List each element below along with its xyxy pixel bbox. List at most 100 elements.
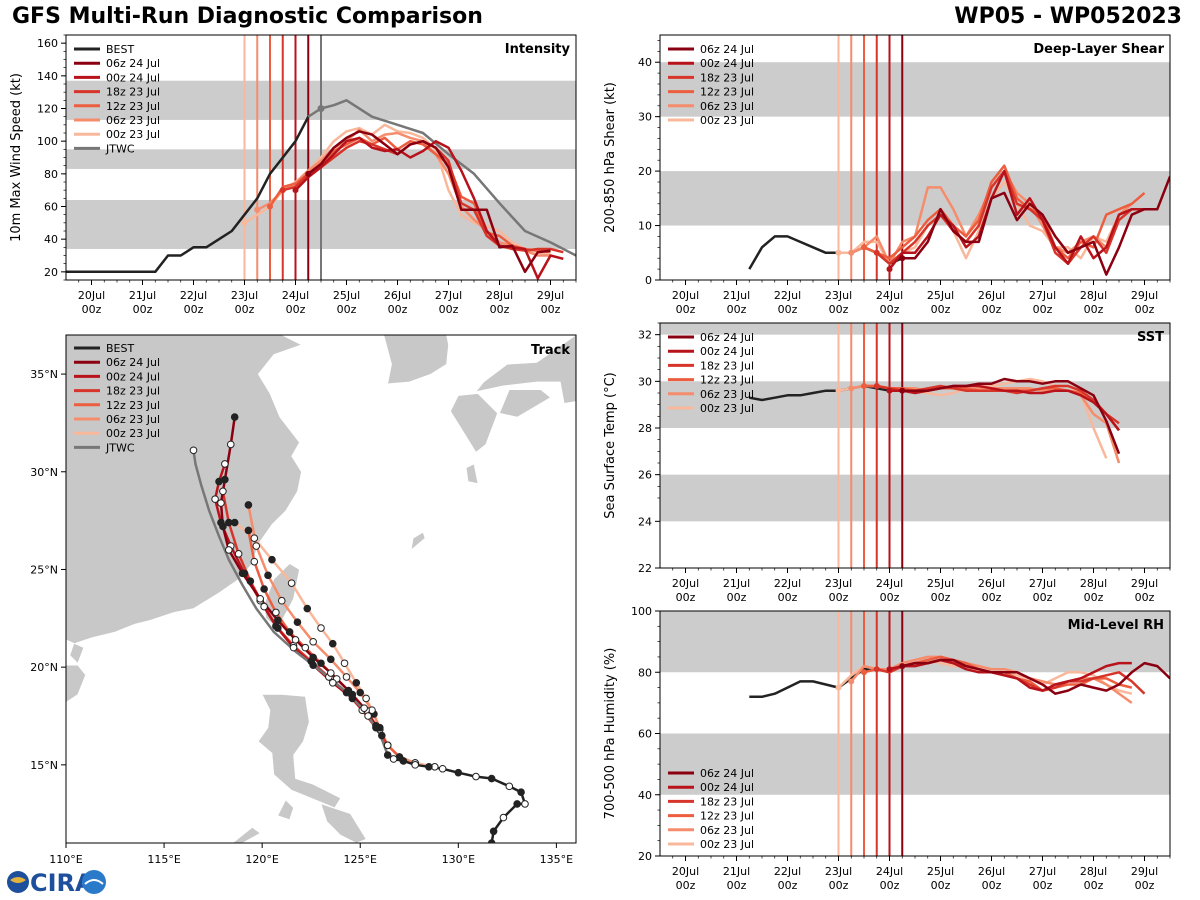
legend-label: 06z 23 Jul bbox=[700, 100, 754, 113]
track-point bbox=[372, 721, 380, 730]
track-line-JTWC bbox=[192, 450, 389, 756]
lon-tick-label: 130°E bbox=[442, 853, 475, 866]
track-point bbox=[293, 618, 302, 627]
y-tick-label: 40 bbox=[44, 233, 58, 246]
x-tick-label-date: 21Jul bbox=[723, 865, 750, 878]
kyushu-island bbox=[450, 393, 498, 453]
track-point bbox=[260, 585, 268, 593]
y-tick-label: 100 bbox=[37, 135, 58, 148]
intensity-title: Intensity bbox=[505, 42, 571, 57]
series-line-06z-24-Jul bbox=[307, 130, 551, 274]
x-tick-label-date: 23Jul bbox=[825, 289, 852, 302]
track-point bbox=[362, 694, 370, 703]
track-point bbox=[277, 596, 286, 605]
legend-label: 18z 23 Jul bbox=[106, 385, 160, 398]
track-point bbox=[360, 704, 368, 712]
x-tick-label-hour: 00z bbox=[133, 303, 153, 316]
legend-label: 00z 23 Jul bbox=[700, 402, 754, 415]
track-point bbox=[342, 673, 351, 681]
init-point bbox=[899, 255, 906, 262]
luzon-island bbox=[257, 694, 342, 809]
legend-label: 12z 23 Jul bbox=[106, 100, 160, 113]
init-point bbox=[254, 206, 261, 213]
x-tick-label-hour: 00z bbox=[778, 303, 798, 316]
shear-ylabel: 200-850 hPa Shear (kt) bbox=[603, 82, 618, 233]
x-tick-label-date: 28Jul bbox=[1080, 865, 1107, 878]
y-tick-label: 24 bbox=[638, 515, 652, 528]
track-point bbox=[289, 643, 298, 652]
track-point bbox=[234, 550, 243, 558]
track-point bbox=[505, 782, 514, 791]
legend-label: 06z 23 Jul bbox=[700, 388, 754, 401]
x-tick-label-hour: 00z bbox=[829, 303, 849, 316]
track-point bbox=[352, 678, 361, 687]
track-point bbox=[287, 579, 296, 587]
legend-label: 00z 23 Jul bbox=[700, 114, 754, 127]
init-point bbox=[861, 669, 867, 676]
shear-title: Deep-Layer Shear bbox=[1033, 42, 1164, 57]
x-tick-label-hour: 00z bbox=[1135, 591, 1155, 604]
intensity-ylabel: 10m Max Wind Speed (kt) bbox=[9, 73, 24, 242]
track-point bbox=[328, 678, 337, 687]
x-tick-label-date: 21Jul bbox=[723, 577, 750, 590]
x-tick-label-hour: 00z bbox=[235, 303, 255, 316]
y-tick-label: 60 bbox=[44, 201, 58, 214]
track-point bbox=[225, 546, 233, 554]
y-tick-label: 80 bbox=[638, 666, 652, 679]
series-line-06z-24-Jul bbox=[902, 658, 1170, 695]
x-tick-label-date: 27Jul bbox=[1029, 289, 1056, 302]
track-point bbox=[250, 534, 259, 543]
shear-panel: 01020304020Jul00z21Jul00z22Jul00z23Jul00… bbox=[603, 34, 1171, 316]
sst-series-group bbox=[749, 377, 1121, 464]
sst-ylabel: Sea Surface Temp (°C) bbox=[603, 372, 618, 519]
legend-label: 00z 24 Jul bbox=[106, 370, 160, 383]
legend-label: 06z 24 Jul bbox=[106, 57, 160, 70]
x-tick-label-hour: 00z bbox=[388, 303, 408, 316]
x-tick-label-date: 29Jul bbox=[1131, 865, 1158, 878]
init-point bbox=[886, 266, 893, 273]
track-line-BEST bbox=[387, 754, 527, 843]
track-title: Track bbox=[531, 343, 570, 358]
x-tick-label-hour: 00z bbox=[880, 591, 900, 604]
track-point bbox=[389, 755, 398, 763]
x-tick-label-hour: 00z bbox=[676, 879, 696, 892]
track-point bbox=[317, 659, 325, 668]
init-point bbox=[305, 170, 312, 177]
init-point bbox=[848, 678, 855, 685]
track-point bbox=[425, 763, 433, 771]
legend-label: 18z 23 Jul bbox=[106, 86, 160, 99]
shikoku-island bbox=[499, 389, 552, 418]
series-line-12z-23-Jul bbox=[863, 164, 1146, 260]
track-point bbox=[252, 542, 261, 550]
init-point bbox=[835, 684, 842, 691]
track-point bbox=[221, 475, 229, 484]
init-point bbox=[886, 387, 893, 394]
init-point bbox=[861, 383, 867, 389]
track-point bbox=[244, 526, 253, 535]
x-tick-label-date: 25Jul bbox=[333, 289, 360, 302]
x-tick-label-date: 26Jul bbox=[978, 865, 1005, 878]
x-tick-label-hour: 00z bbox=[982, 591, 1002, 604]
okinawa-island bbox=[410, 531, 426, 551]
track-point bbox=[264, 571, 272, 580]
sst-panel: 22242628303220Jul00z21Jul00z22Jul00z23Ju… bbox=[603, 322, 1171, 604]
track-point bbox=[309, 637, 317, 646]
track-point bbox=[378, 731, 386, 740]
x-tick-label-hour: 00z bbox=[982, 303, 1002, 316]
x-tick-label-hour: 00z bbox=[1033, 303, 1053, 316]
x-tick-label-hour: 00z bbox=[931, 879, 951, 892]
series-line-BEST bbox=[66, 116, 310, 274]
x-tick-label-date: 28Jul bbox=[1080, 289, 1107, 302]
init-point bbox=[267, 203, 273, 210]
lat-tick-label: 30°N bbox=[30, 466, 58, 479]
track-point bbox=[260, 602, 268, 611]
partner-seal-icon bbox=[82, 870, 106, 894]
legend-label: JTWC bbox=[105, 142, 135, 155]
x-tick-label-date: 22Jul bbox=[774, 289, 801, 302]
track-point bbox=[344, 686, 353, 695]
x-tick-label-hour: 00z bbox=[982, 879, 1002, 892]
x-tick-label-hour: 00z bbox=[931, 591, 951, 604]
x-tick-label-hour: 00z bbox=[541, 303, 561, 316]
palawan-island bbox=[232, 827, 261, 843]
